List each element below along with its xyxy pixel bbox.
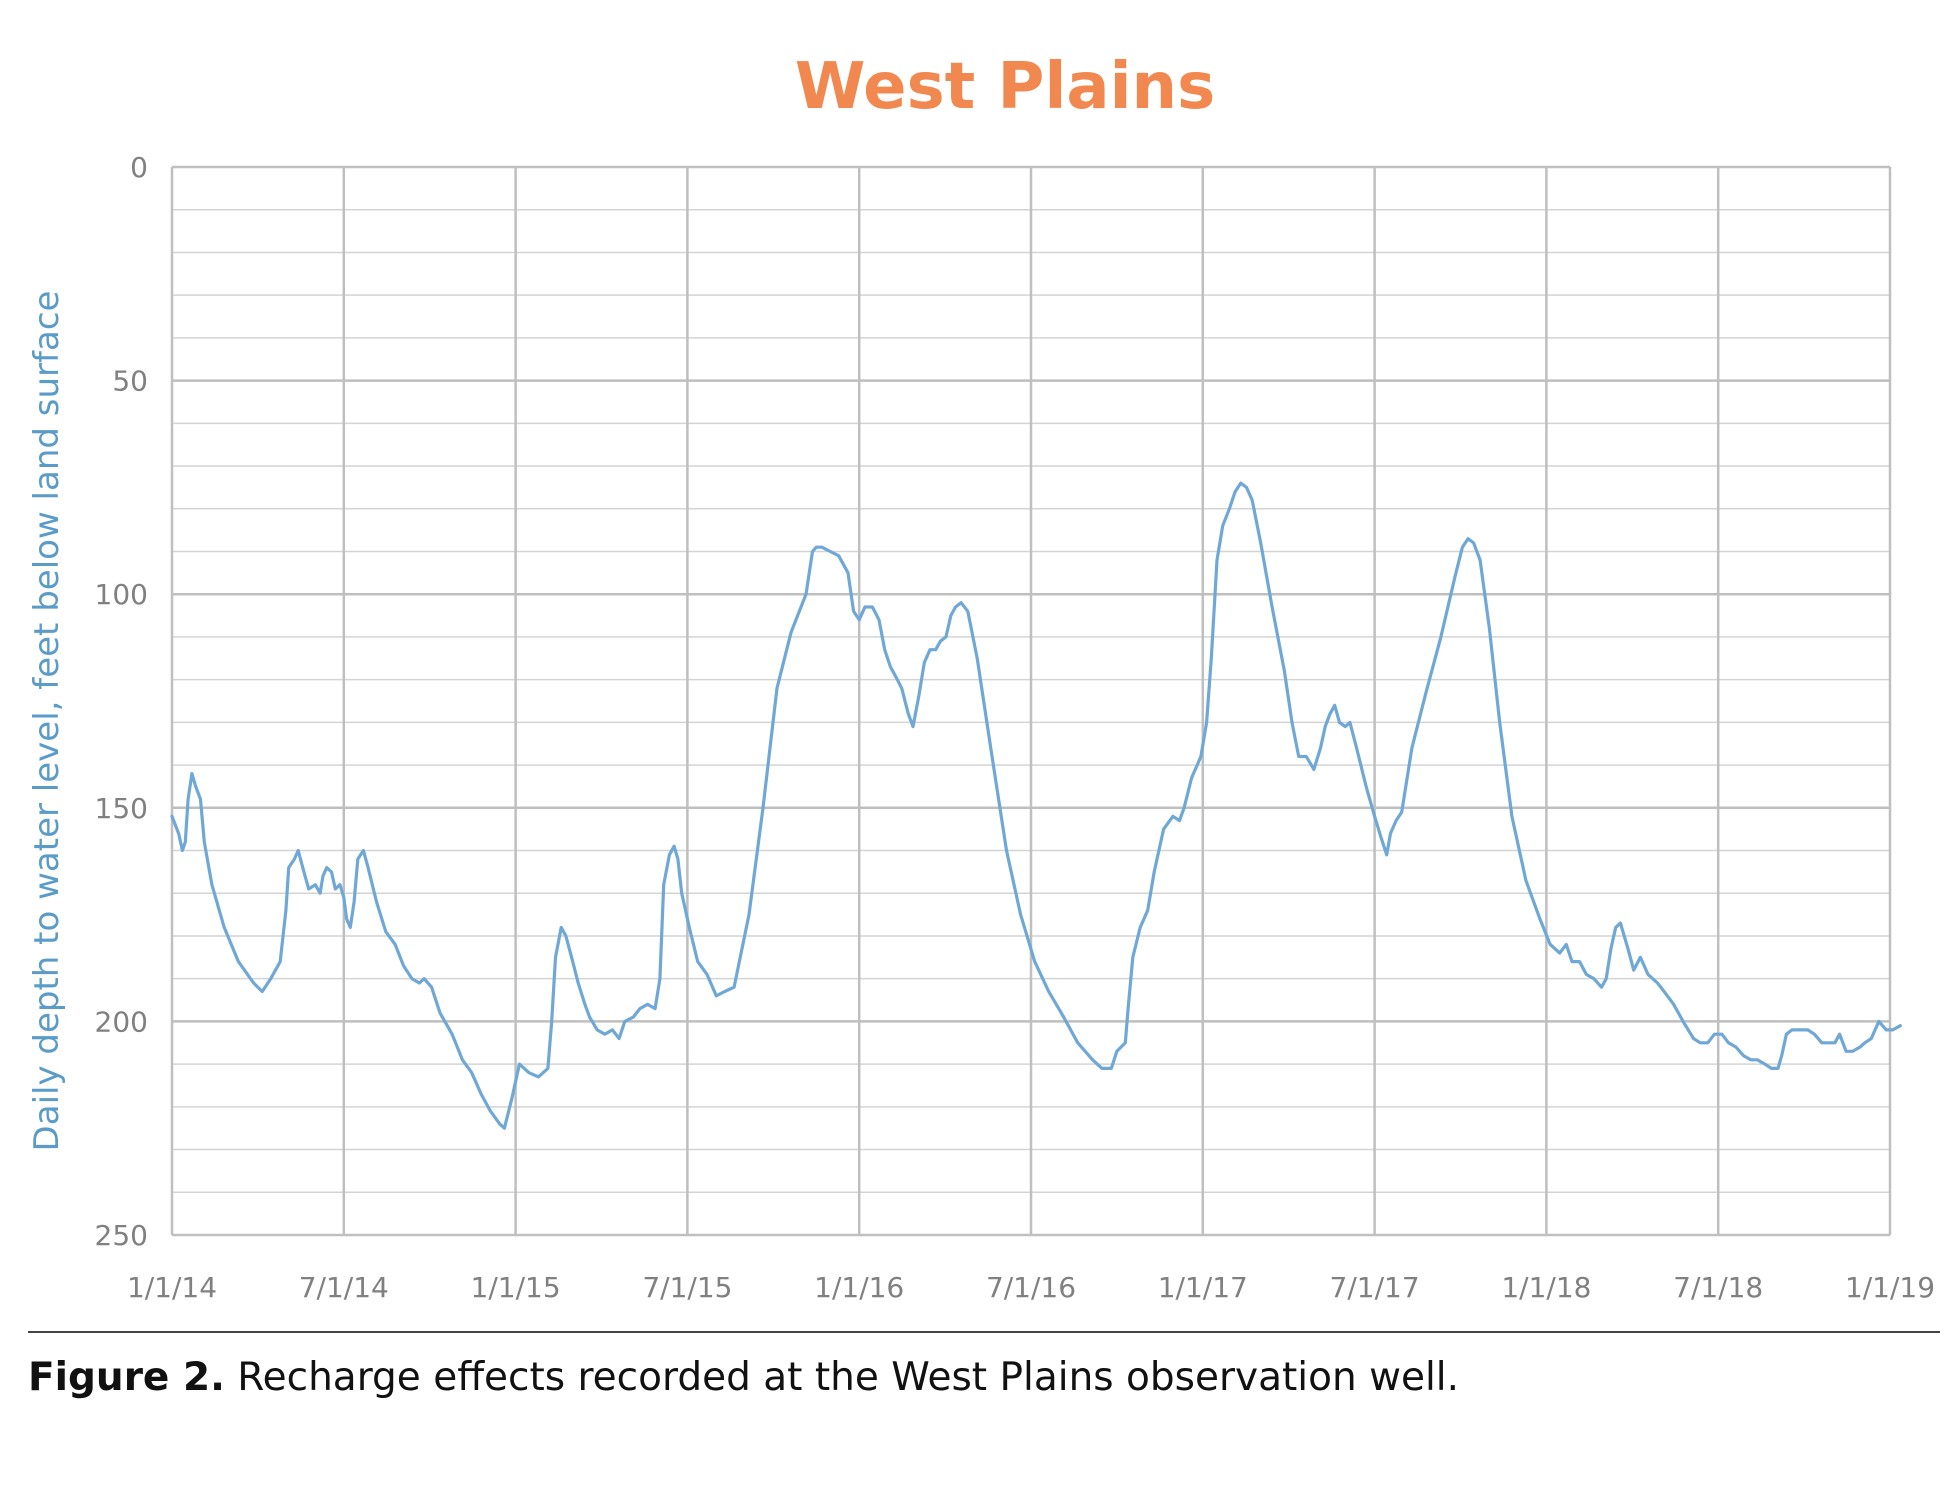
x-axis-ticks: 1/1/14 7/1/14 1/1/15 7/1/15 1/1/16 7/1/16 1/1/… — [127, 1271, 1935, 1304]
y-tick-label: 50 — [112, 365, 148, 398]
x-tick-label: 7/1/16 — [986, 1271, 1076, 1304]
y-tick-label: 100 — [95, 578, 148, 611]
x-tick-label: 1/1/16 — [814, 1271, 904, 1304]
y-tick-label: 150 — [95, 792, 148, 825]
x-tick-label: 1/1/18 — [1501, 1271, 1591, 1304]
figure-caption: Figure 2. Recharge effects recorded at t… — [28, 1355, 1459, 1400]
chart-title: West Plains — [795, 50, 1215, 124]
x-tick-label: 7/1/17 — [1330, 1271, 1420, 1304]
caption-label: Figure 2. — [28, 1355, 225, 1400]
x-tick-label: 1/1/14 — [127, 1271, 217, 1304]
caption-rule — [28, 1331, 1940, 1333]
x-tick-label: 7/1/18 — [1673, 1271, 1763, 1304]
y-axis-label: Daily depth to water level, feet below l… — [27, 291, 67, 1152]
x-tick-label: 7/1/14 — [299, 1271, 389, 1304]
series-line — [170, 481, 1902, 1130]
x-tick-label: 7/1/15 — [642, 1271, 732, 1304]
y-axis-ticks: 0 50 100 150 200 250 — [95, 151, 148, 1252]
x-tick-label: 1/1/17 — [1158, 1271, 1248, 1304]
y-tick-label: 200 — [95, 1005, 148, 1038]
grid — [170, 165, 1892, 1237]
caption-text: Recharge effects recorded at the West Pl… — [224, 1355, 1460, 1400]
series-lines — [170, 165, 1902, 1130]
chart: West Plains 0 50 100 150 200 250 1/1/14 7/1/14… — [27, 50, 1935, 1304]
y-tick-label: 250 — [95, 1219, 148, 1252]
x-tick-label: 1/1/15 — [471, 1271, 561, 1304]
x-tick-label: 1/1/19 — [1845, 1271, 1935, 1304]
y-tick-label: 0 — [130, 151, 148, 184]
